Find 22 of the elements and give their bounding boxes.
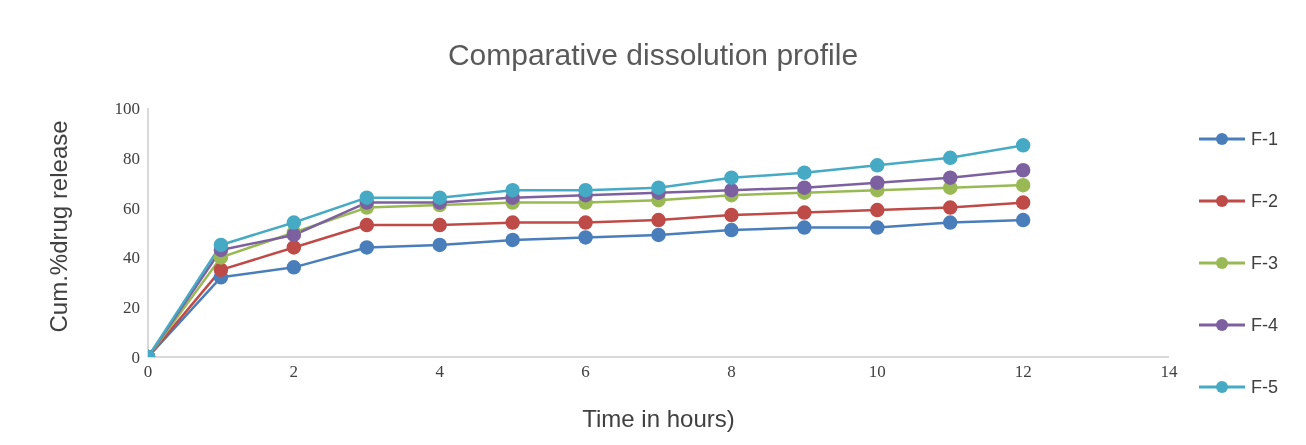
y-tick-label: 60 (123, 198, 140, 218)
x-tick-label: 12 (1014, 362, 1032, 382)
chart-title: Comparative dissolution profile (446, 37, 860, 73)
x-tick-label: 2 (289, 362, 299, 382)
legend-label: F-2 (1251, 189, 1278, 213)
y-tick-label: 0 (131, 348, 140, 368)
legend-label: F-4 (1251, 313, 1278, 337)
x-tick-label: 10 (868, 362, 886, 382)
y-tick-label: 100 (114, 99, 140, 119)
y-tick-label: 80 (123, 148, 140, 168)
legend-label: F-1 (1251, 127, 1278, 151)
x-tick-label: 14 (1160, 362, 1178, 382)
legend-label: F-3 (1251, 251, 1278, 275)
y-tick-label: 40 (123, 248, 140, 268)
x-axis-title: Time in hours) (582, 405, 735, 432)
y-tick-label: 20 (123, 298, 140, 318)
x-tick-label: 4 (435, 362, 445, 382)
x-tick-label: 8 (727, 362, 736, 382)
x-tick-label: 6 (581, 362, 590, 382)
x-tick-label: 0 (143, 362, 153, 382)
legend-label: F-5 (1251, 375, 1278, 399)
y-axis-title: Cum.%drug release (44, 120, 72, 333)
